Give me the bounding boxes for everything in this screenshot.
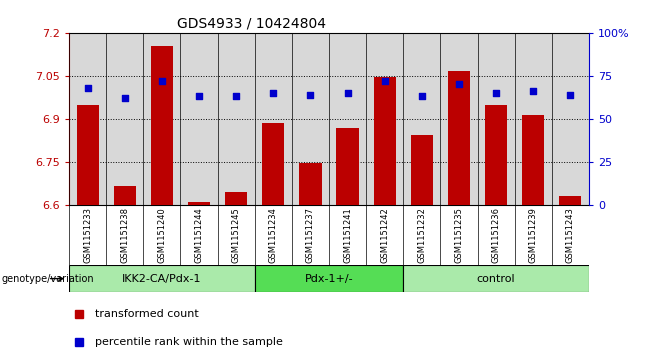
- Bar: [448, 72, 470, 205]
- Text: GSM1151242: GSM1151242: [380, 208, 389, 263]
- Bar: [485, 105, 507, 205]
- Bar: [262, 123, 284, 205]
- Text: GSM1151232: GSM1151232: [417, 208, 426, 264]
- FancyBboxPatch shape: [403, 265, 589, 292]
- Point: [193, 94, 204, 99]
- Bar: [76, 105, 99, 205]
- Text: GSM1151244: GSM1151244: [195, 208, 203, 263]
- Text: GSM1151237: GSM1151237: [306, 208, 315, 264]
- Bar: [114, 187, 136, 205]
- Text: genotype/variation: genotype/variation: [1, 274, 94, 284]
- Text: GSM1151241: GSM1151241: [343, 208, 352, 263]
- Text: GDS4933 / 10424804: GDS4933 / 10424804: [176, 17, 326, 31]
- Point: [528, 88, 538, 94]
- Bar: [559, 196, 582, 205]
- Text: GSM1151234: GSM1151234: [269, 208, 278, 264]
- Point: [231, 94, 241, 99]
- Text: GSM1151245: GSM1151245: [232, 208, 241, 263]
- Point: [417, 94, 427, 99]
- Text: GSM1151233: GSM1151233: [83, 208, 92, 264]
- Text: GSM1151236: GSM1151236: [492, 208, 501, 264]
- Bar: [411, 135, 433, 205]
- Bar: [374, 77, 396, 205]
- Text: percentile rank within the sample: percentile rank within the sample: [95, 337, 283, 347]
- Text: GSM1151243: GSM1151243: [566, 208, 575, 264]
- Text: control: control: [477, 274, 515, 284]
- Text: Pdx-1+/-: Pdx-1+/-: [305, 274, 353, 284]
- Text: transformed count: transformed count: [95, 309, 199, 319]
- Text: GSM1151239: GSM1151239: [529, 208, 538, 264]
- Bar: [151, 46, 173, 205]
- Point: [380, 78, 390, 84]
- Text: IKK2-CA/Pdx-1: IKK2-CA/Pdx-1: [122, 274, 201, 284]
- Point: [82, 85, 93, 91]
- Bar: [188, 202, 210, 205]
- Point: [305, 92, 316, 98]
- FancyBboxPatch shape: [69, 265, 255, 292]
- Point: [120, 95, 130, 101]
- Point: [453, 82, 464, 87]
- Text: GSM1151238: GSM1151238: [120, 208, 129, 264]
- Point: [157, 78, 167, 84]
- FancyBboxPatch shape: [255, 265, 403, 292]
- Point: [491, 90, 501, 96]
- Point: [342, 90, 353, 96]
- Bar: [336, 127, 359, 205]
- Point: [565, 92, 576, 98]
- Text: GSM1151235: GSM1151235: [455, 208, 463, 264]
- Bar: [522, 115, 544, 205]
- Text: GSM1151240: GSM1151240: [157, 208, 166, 263]
- Bar: [225, 192, 247, 205]
- Point: [268, 90, 278, 96]
- Bar: [299, 163, 322, 205]
